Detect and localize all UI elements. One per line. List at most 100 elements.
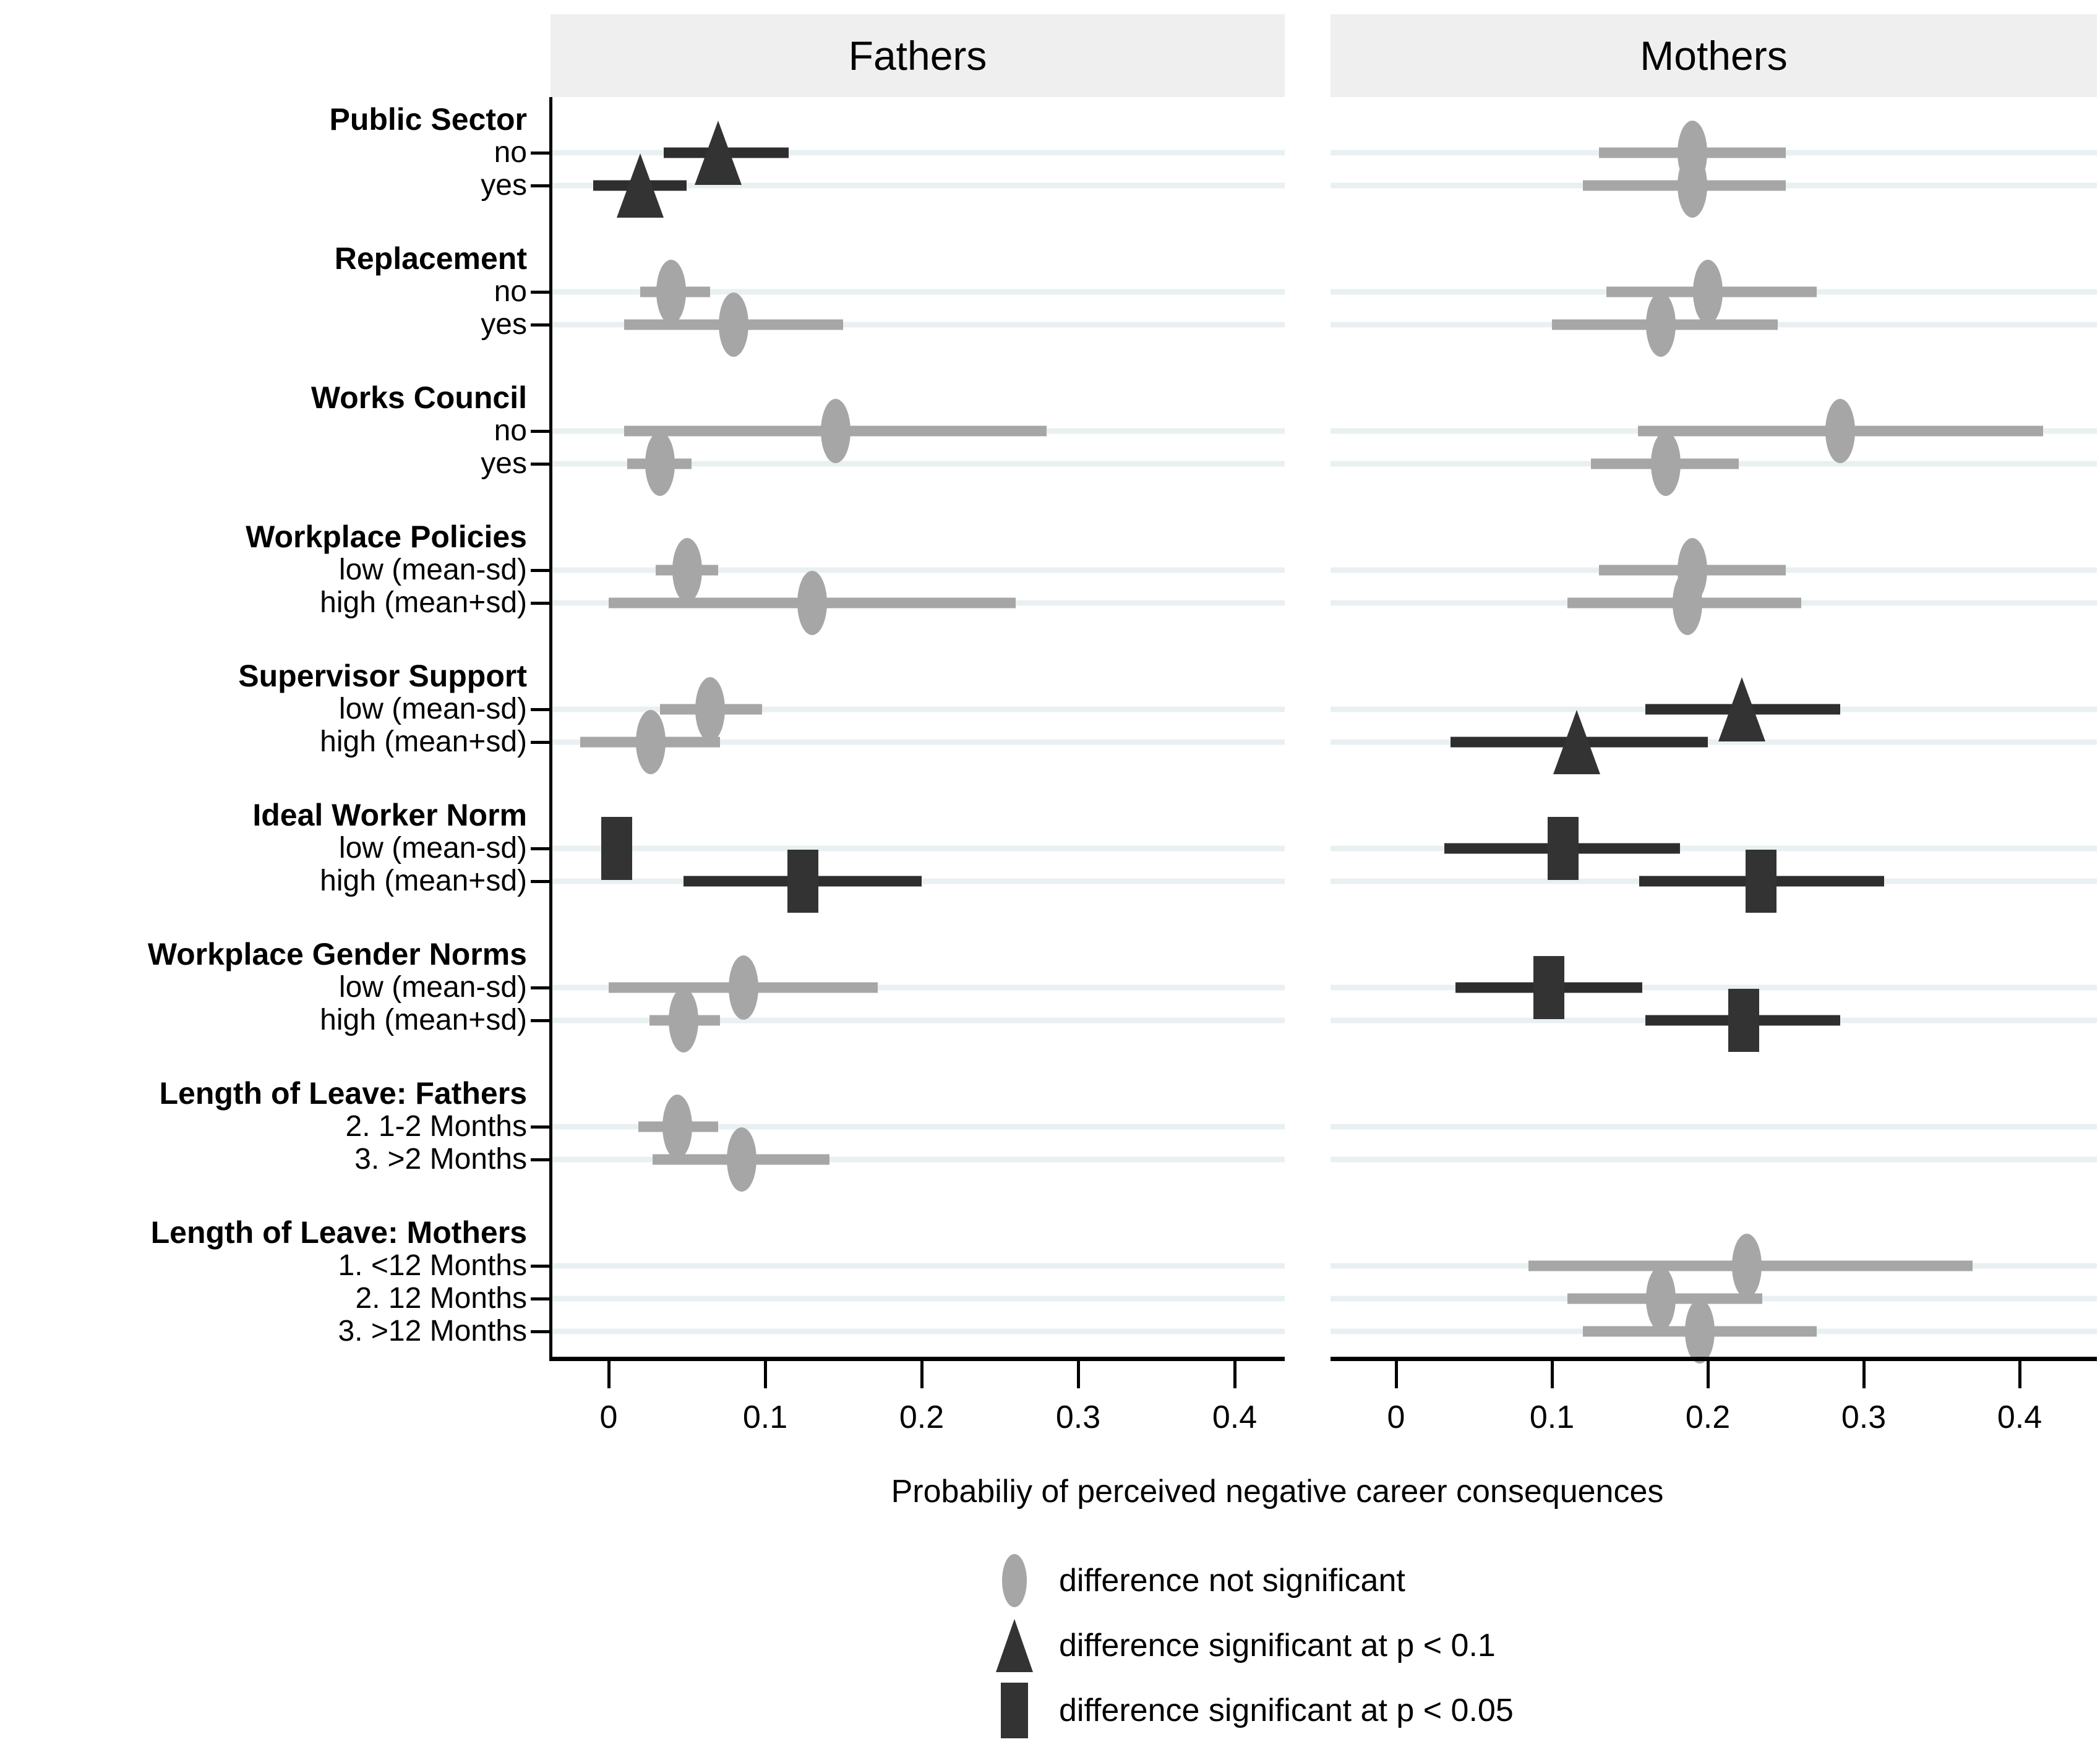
y-tick — [531, 1158, 551, 1161]
x-tick-label: 0 — [599, 1399, 618, 1435]
x-axis-line — [1331, 1357, 2097, 1361]
x-tick — [1233, 1361, 1236, 1388]
marker-circle-not-significant — [797, 571, 827, 635]
category-label: Public Sector — [329, 102, 527, 137]
grid-line — [551, 706, 1285, 712]
marker-circle-not-significant — [728, 955, 758, 1020]
legend-label: difference not significant — [1059, 1563, 1405, 1599]
marker-circle-not-significant — [1732, 1234, 1762, 1298]
row-label: 2. 12 Months — [355, 1282, 528, 1315]
marker-circle-not-significant — [1673, 571, 1703, 635]
row-label: low (mean-sd) — [338, 971, 527, 1004]
x-tick-label: 0.1 — [1529, 1399, 1575, 1435]
marker-triangle-significant-p10 — [695, 121, 742, 185]
grid-line — [551, 1296, 1285, 1302]
marker-circle-not-significant — [1646, 1266, 1676, 1331]
marker-square-significant-p05 — [1547, 817, 1579, 880]
grid-line — [551, 1156, 1285, 1163]
row-label: high (mean+sd) — [320, 586, 527, 619]
row-label: 3. >12 Months — [338, 1315, 527, 1347]
row-label: no — [494, 136, 527, 169]
row-label: yes — [481, 447, 527, 480]
x-tick-label: 0.3 — [1841, 1399, 1887, 1435]
category-label: Ideal Worker Norm — [252, 798, 527, 832]
grid-line — [551, 567, 1285, 573]
x-tick-label: 0.2 — [1685, 1399, 1731, 1435]
marker-triangle-significant-p10 — [1718, 677, 1766, 741]
row-label: no — [494, 414, 527, 447]
row-label: no — [494, 275, 527, 308]
x-tick — [607, 1361, 611, 1388]
y-tick — [531, 602, 551, 605]
x-tick — [1551, 1361, 1554, 1388]
x-tick — [2018, 1361, 2021, 1388]
legend-label: difference significant at p < 0.1 — [1059, 1628, 1496, 1663]
grid-line — [551, 1017, 1285, 1023]
row-label: low (mean-sd) — [338, 693, 527, 725]
y-tick — [531, 880, 551, 883]
y-tick — [531, 152, 551, 155]
category-label: Supervisor Support — [238, 659, 527, 693]
marker-circle-not-significant — [672, 538, 702, 602]
x-tick — [1395, 1361, 1398, 1388]
x-tick-label: 0 — [1387, 1399, 1405, 1435]
category-label: Length of Leave: Fathers — [159, 1076, 527, 1111]
x-tick-label: 0.4 — [1212, 1399, 1258, 1435]
panel-title-mothers: Mothers — [1640, 33, 1788, 79]
grid-line — [551, 845, 1285, 852]
category-label: Works Council — [311, 380, 527, 415]
y-tick — [531, 986, 551, 989]
grid-line — [551, 1328, 1285, 1334]
y-tick — [531, 569, 551, 572]
marker-circle-not-significant — [820, 399, 851, 463]
marker-circle-not-significant — [1650, 432, 1681, 496]
grid-line — [551, 1124, 1285, 1130]
x-axis-label: Probabiliy of perceived negative career … — [891, 1474, 1664, 1509]
y-tick — [531, 463, 551, 466]
row-label: high (mean+sd) — [320, 1004, 527, 1036]
category-label: Replacement — [334, 241, 527, 276]
marker-circle-not-significant — [656, 260, 687, 324]
grid-line — [1331, 845, 2097, 852]
row-label: high (mean+sd) — [320, 865, 527, 897]
category-label: Workplace Gender Norms — [147, 937, 527, 971]
marker-circle-not-significant — [645, 432, 675, 496]
x-tick — [920, 1361, 924, 1388]
y-tick — [531, 847, 551, 850]
marker-circle-not-significant — [1685, 1299, 1715, 1364]
grid-line — [551, 1263, 1285, 1269]
grid-line — [551, 289, 1285, 295]
marker-triangle-significant-p10 — [616, 153, 664, 218]
y-tick — [531, 1019, 551, 1022]
x-tick — [1862, 1361, 1866, 1388]
marker-circle-not-significant — [1825, 399, 1856, 463]
grid-line — [551, 739, 1285, 745]
marker-square-significant-p05 — [1533, 956, 1564, 1019]
grid-line — [551, 182, 1285, 189]
y-tick — [531, 1330, 551, 1333]
legend-label: difference significant at p < 0.05 — [1059, 1693, 1514, 1728]
y-tick — [531, 430, 551, 433]
grid-line — [551, 461, 1285, 467]
row-label: yes — [481, 308, 527, 341]
marker-circle-not-significant — [636, 710, 666, 774]
y-tick — [531, 708, 551, 711]
category-label: Length of Leave: Mothers — [150, 1215, 527, 1250]
marker-circle-not-significant — [1677, 153, 1707, 218]
x-tick — [1707, 1361, 1710, 1388]
y-tick — [531, 741, 551, 744]
y-axis-line — [549, 97, 552, 1361]
marker-square-significant-p05 — [601, 817, 632, 880]
y-tick — [531, 291, 551, 294]
marker-circle-not-significant — [669, 988, 699, 1053]
marker-circle-not-significant — [1693, 260, 1723, 324]
y-tick — [531, 1265, 551, 1268]
marker-triangle-significant-p10 — [1553, 710, 1601, 774]
y-tick — [531, 1125, 551, 1129]
grid-line — [1331, 984, 2097, 991]
row-label: 3. >2 Months — [354, 1143, 527, 1176]
marker-circle-not-significant — [695, 677, 726, 741]
legend-square-icon — [1001, 1683, 1028, 1738]
grid-line — [551, 984, 1285, 991]
